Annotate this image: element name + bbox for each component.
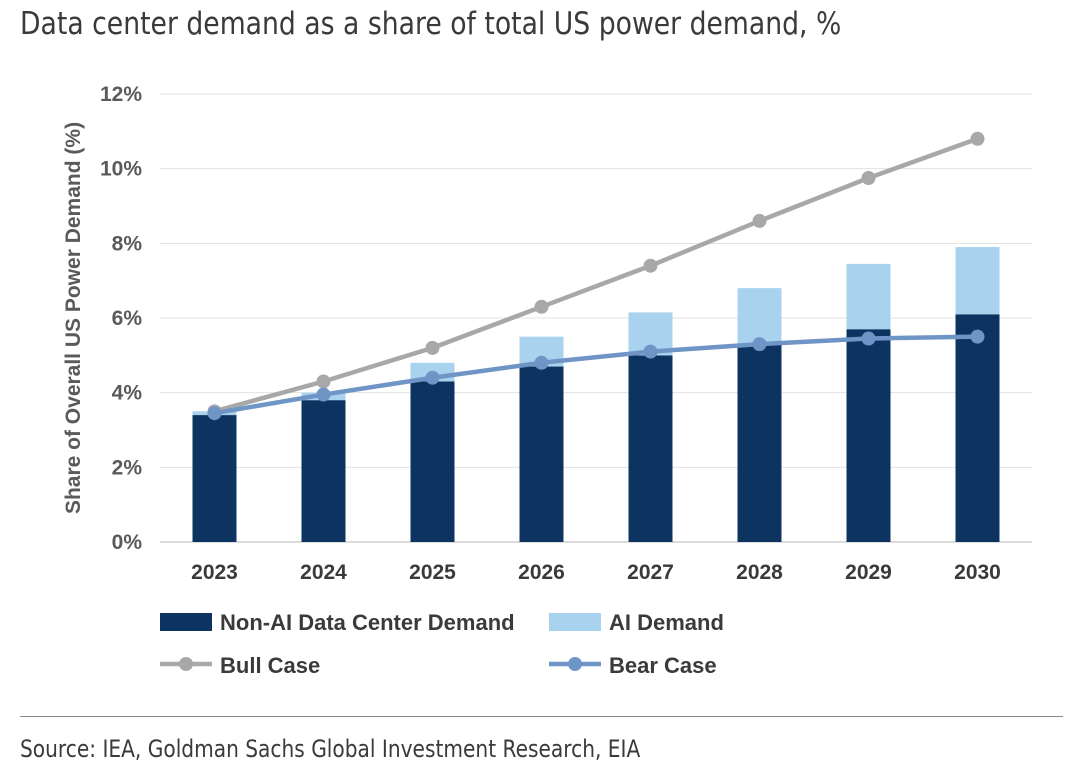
y-tick-label: 10% <box>100 158 142 181</box>
bar-non-ai <box>628 355 673 542</box>
y-tick-label: 2% <box>112 456 143 479</box>
bull-case-point <box>861 171 876 185</box>
y-tick-label: 6% <box>112 307 143 330</box>
y-tick-label: 12% <box>100 83 142 106</box>
bear-case-point <box>534 355 549 370</box>
bar-non-ai <box>301 400 346 542</box>
x-tick-label: 2026 <box>518 561 565 584</box>
legend-label-non-ai: Non-AI Data Center Demand <box>220 610 515 635</box>
x-tick-label: 2024 <box>300 561 347 584</box>
bar-non-ai <box>192 415 237 542</box>
legend-swatch-ai <box>549 613 601 631</box>
bar-ai <box>955 247 1000 315</box>
x-tick-label: 2025 <box>409 561 456 584</box>
bar-non-ai <box>519 366 564 542</box>
bear-case-point <box>207 406 222 421</box>
y-tick-label: 4% <box>112 382 143 405</box>
legend-marker-bull <box>179 657 193 671</box>
bull-case-line <box>213 136 979 414</box>
bear-case-point <box>425 370 440 385</box>
bar-non-ai <box>955 314 1000 542</box>
x-tick-label: 2027 <box>627 561 674 584</box>
legend-marker-bear <box>568 657 582 671</box>
bull-case-point <box>970 131 985 146</box>
source-note: Source: IEA, Goldman Sachs Global Invest… <box>20 735 641 763</box>
legend-label-ai: AI Demand <box>609 610 724 635</box>
bear-case-point <box>861 331 876 346</box>
y-axis-title: Share of Overall US Power Demand (%) <box>62 122 85 514</box>
bear-case-line <box>214 334 978 416</box>
y-tick-label: 0% <box>112 531 143 554</box>
bear-case-point <box>752 337 767 352</box>
legend-label-bull: Bull Case <box>220 653 320 678</box>
bull-case-point <box>643 258 658 273</box>
bull-case-point <box>425 340 440 355</box>
bar-non-ai <box>846 329 891 542</box>
bar-ai <box>846 263 891 330</box>
x-tick-label: 2030 <box>954 561 1001 584</box>
y-tick-label: 8% <box>112 232 143 255</box>
x-tick-label: 2023 <box>191 561 238 584</box>
bull-case-point <box>316 374 331 389</box>
x-tick-label: 2029 <box>845 561 892 584</box>
legend-swatch-non-ai <box>160 613 212 631</box>
chart-title: Data center demand as a share of total U… <box>20 6 842 42</box>
bar-ai <box>737 288 782 345</box>
bull-case-point <box>752 213 767 228</box>
bear-case-point <box>643 344 658 359</box>
x-tick-label: 2028 <box>736 561 783 584</box>
bear-case-point <box>316 387 331 402</box>
legend-label-bear: Bear Case <box>609 653 717 678</box>
bar-non-ai <box>410 381 455 542</box>
bar-non-ai <box>737 344 782 542</box>
bear-case-point <box>970 329 985 344</box>
bull-case-point <box>534 299 549 314</box>
divider <box>20 716 1063 717</box>
